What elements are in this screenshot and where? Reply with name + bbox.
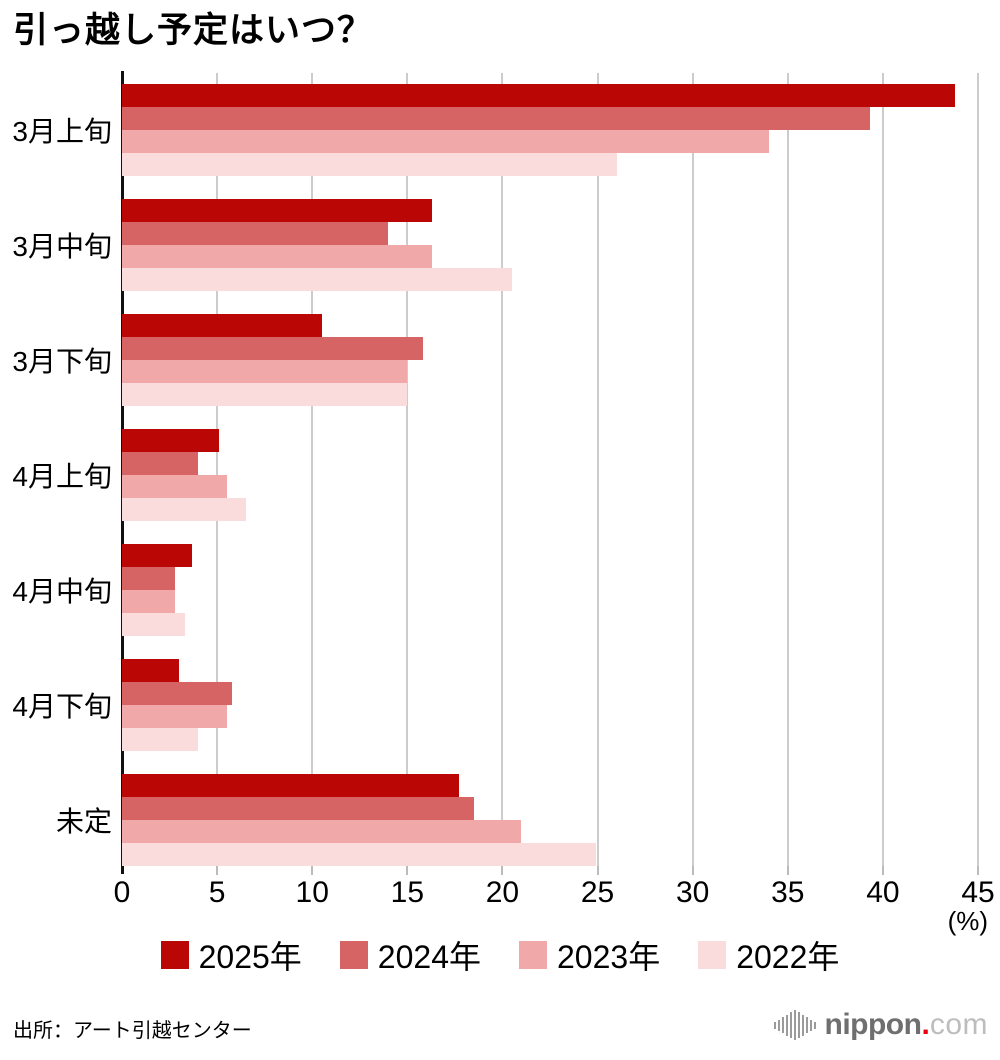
x-tick-label: 15 — [390, 876, 425, 909]
bar-2023年-未定 — [122, 820, 522, 843]
axis-tick-mark — [881, 866, 884, 875]
bar-2022年-4月上旬 — [122, 498, 246, 521]
bar-2023年-4月上旬 — [122, 475, 227, 498]
bar-2025年-未定 — [122, 774, 459, 797]
bar-chart-plot-area — [122, 73, 979, 875]
axis-tick-mark — [406, 866, 409, 875]
gridline — [501, 73, 504, 866]
legend-label: 2025年 — [198, 939, 302, 975]
bar-2024年-4月中旬 — [122, 567, 176, 590]
legend-item: 2022年 — [698, 932, 839, 978]
bar-2025年-3月中旬 — [122, 199, 433, 222]
category-label: 3月中旬 — [12, 231, 112, 262]
x-tick-label: 20 — [485, 876, 520, 909]
legend-label: 2024年 — [377, 939, 481, 975]
bar-2023年-3月中旬 — [122, 245, 433, 268]
bar-2022年-3月下旬 — [122, 383, 408, 406]
x-tick-label: 0 — [113, 876, 131, 909]
bar-2023年-4月下旬 — [122, 705, 227, 728]
legend-swatch — [698, 941, 727, 969]
axis-tick-mark — [977, 866, 979, 875]
category-label: 4月上旬 — [12, 461, 112, 492]
x-tick-label: 40 — [866, 876, 900, 909]
x-axis-tick-labels: 0 5 10 15 20 25 30 35 40 45 — [114, 876, 995, 912]
gridline — [216, 73, 219, 866]
axis-tick-mark — [596, 866, 599, 875]
bar-2024年-3月上旬 — [122, 107, 870, 130]
gridline — [977, 73, 979, 866]
x-tick-label: 25 — [580, 876, 615, 909]
x-tick-label: 10 — [295, 876, 329, 909]
chart-title: 引っ越し予定はいつ？ — [13, 11, 374, 50]
bar-2025年-3月下旬 — [122, 314, 322, 337]
category-label: 3月上旬 — [12, 116, 112, 147]
x-tick-label: 45 — [961, 876, 995, 909]
legend-swatch — [339, 941, 368, 969]
gridline — [406, 73, 409, 866]
axis-unit-label: (%) — [947, 906, 988, 936]
source-note: 出所：アート引越センター — [13, 1020, 252, 1042]
gridline — [691, 73, 694, 866]
gridline — [786, 73, 789, 866]
gridline — [596, 73, 599, 866]
bar-2022年-4月中旬 — [122, 613, 185, 636]
bar-2023年-4月中旬 — [122, 590, 176, 613]
x-tick-label: 35 — [771, 876, 805, 909]
bar-2024年-未定 — [122, 797, 474, 820]
legend-label: 2022年 — [736, 939, 840, 975]
category-label: 3月下旬 — [12, 346, 112, 377]
bar-2023年-3月下旬 — [122, 360, 408, 383]
bar-2024年-4月上旬 — [122, 452, 199, 475]
legend-swatch — [160, 941, 189, 969]
gridline — [881, 73, 884, 866]
axis-tick-mark — [311, 866, 314, 875]
category-labels: 3月上旬 3月中旬 3月下旬 4月上旬 4月中旬 4月下旬未定 — [0, 73, 112, 866]
x-tick-label: 30 — [675, 876, 710, 909]
category-label: 4月中旬 — [12, 576, 112, 607]
category-label: 未定 — [55, 806, 112, 837]
legend-label: 2023年 — [557, 939, 661, 975]
bar-2025年-3月上旬 — [122, 84, 956, 107]
chart-legend: 2025年 2024年 2023年 2022年 — [0, 932, 1000, 978]
gridline — [311, 73, 314, 866]
x-tick-label: 5 — [208, 876, 226, 909]
soundwave-logo-icon — [773, 1008, 816, 1042]
bar-2024年-4月下旬 — [122, 682, 233, 705]
bar-2025年-4月上旬 — [122, 429, 219, 452]
nippon-com-logo: nippon.com — [773, 1008, 989, 1042]
legend-swatch — [519, 941, 547, 969]
legend-item: 2025年 — [160, 932, 302, 978]
bar-2023年-3月上旬 — [122, 130, 769, 153]
axis-tick-mark — [691, 866, 694, 875]
axis-tick-mark — [216, 866, 219, 875]
axis-tick-mark — [786, 866, 789, 875]
bar-2025年-4月中旬 — [122, 544, 193, 567]
logo-text: nippon.com — [824, 1008, 988, 1041]
bar-2024年-3月中旬 — [122, 222, 389, 245]
bar-2022年-3月中旬 — [122, 268, 512, 291]
bar-2025年-4月下旬 — [122, 659, 180, 682]
legend-item: 2024年 — [339, 932, 481, 978]
bar-2024年-3月下旬 — [122, 337, 423, 360]
bar-2022年-3月上旬 — [122, 153, 617, 176]
bar-2022年-未定 — [122, 843, 596, 866]
bar-2022年-4月下旬 — [122, 728, 199, 751]
category-label: 4月下旬 — [12, 691, 112, 722]
axis-tick-mark — [501, 866, 504, 875]
legend-item: 2023年 — [519, 932, 660, 978]
